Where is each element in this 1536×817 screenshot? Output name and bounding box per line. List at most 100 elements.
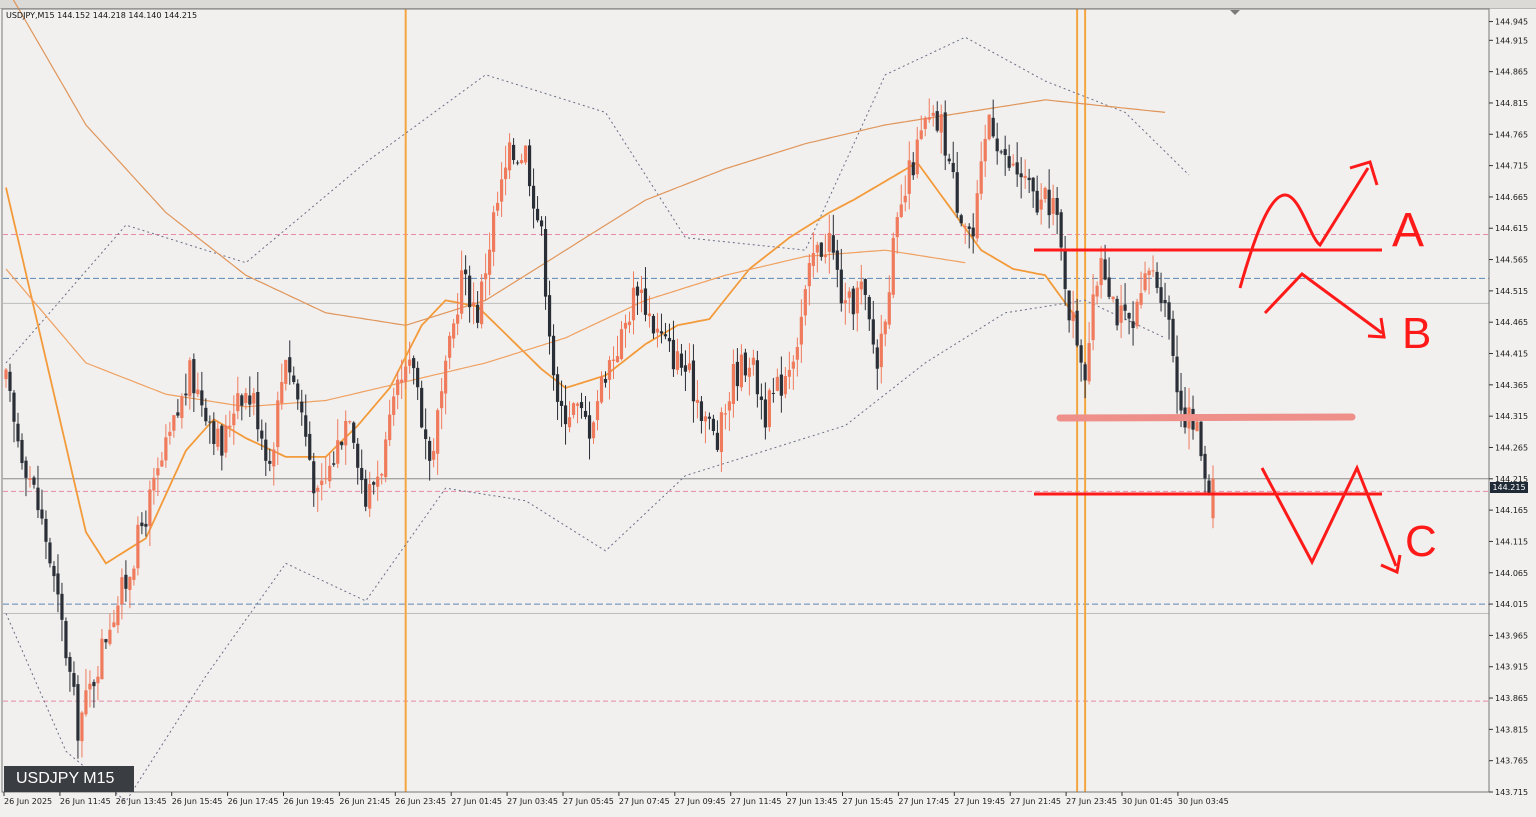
candle-body — [1139, 293, 1143, 305]
candle-body — [679, 353, 684, 368]
candle-body — [747, 367, 751, 377]
candle-body — [571, 403, 576, 415]
candle-body — [164, 437, 168, 461]
y-tick-label: 143.715 — [1495, 788, 1528, 797]
y-tick-label: 144.465 — [1495, 318, 1528, 327]
candle-body — [4, 369, 8, 380]
candle-body — [643, 288, 648, 315]
candle-body — [464, 269, 468, 275]
candle-body — [943, 112, 947, 156]
candle-body — [408, 359, 412, 366]
candle-body — [280, 381, 284, 404]
candle-body — [436, 410, 440, 454]
candle-body — [1211, 478, 1215, 519]
candle-body — [1035, 190, 1039, 213]
candle-body — [499, 179, 504, 202]
candle-body — [352, 422, 356, 443]
symbol-ohlc-info: USDJPY,M15 144.152 144.218 144.140 144.2… — [6, 11, 198, 20]
candle-body — [539, 220, 544, 227]
candle-body — [547, 295, 552, 337]
candle-body — [1151, 270, 1155, 272]
candle-body — [523, 145, 528, 163]
candle-body — [388, 414, 392, 441]
candle-body — [667, 337, 672, 342]
candles — [4, 98, 1215, 759]
x-tick-label: 26 Jun 13:45 — [116, 797, 167, 806]
candle-body — [276, 400, 280, 448]
candle-body — [975, 193, 979, 239]
y-tick-label: 144.615 — [1495, 224, 1528, 233]
candle-body — [1079, 345, 1083, 363]
candle-body — [428, 440, 432, 461]
x-tick-label: 27 Jun 19:45 — [954, 797, 1005, 806]
candle-body — [907, 160, 911, 194]
candle-body — [927, 117, 931, 120]
candle-body — [903, 195, 907, 203]
candle-body — [787, 369, 791, 377]
candle-body — [847, 291, 851, 298]
candle-body — [404, 366, 408, 382]
candle-body — [871, 319, 875, 345]
candle-body — [1095, 285, 1099, 297]
candle-body — [372, 482, 376, 485]
candle-body — [256, 391, 260, 430]
candle-body — [160, 460, 164, 467]
candle-body — [931, 112, 935, 116]
candle-body — [296, 383, 300, 400]
x-tick-label: 26 Jun 23:45 — [395, 797, 446, 806]
candle-body — [412, 358, 416, 369]
candle-body — [611, 359, 616, 361]
candle-body — [376, 476, 380, 487]
scenario-c-path — [1260, 464, 1398, 567]
axes: 144.945 144.915 144.865 144.815 144.765 144.7… — [1, 8, 1528, 806]
candle-body — [476, 304, 480, 323]
candle-body — [168, 431, 172, 436]
candle-body — [56, 573, 60, 595]
bollinger-bands — [5, 36, 1190, 803]
candle-body — [1159, 287, 1163, 303]
candle-body — [212, 421, 216, 445]
candle-body — [719, 412, 724, 453]
candle-body — [1115, 298, 1119, 326]
candle-body — [687, 363, 692, 370]
candle-body — [543, 229, 548, 297]
candle-body — [188, 360, 192, 397]
y-tick-label: 144.715 — [1495, 162, 1528, 171]
candle-body — [1023, 175, 1027, 179]
candle-body — [955, 172, 959, 213]
candle-body — [731, 363, 736, 405]
candle-body — [304, 415, 308, 437]
candle-body — [755, 360, 759, 395]
candle-body — [1007, 156, 1011, 168]
candle-body — [559, 400, 564, 406]
candle-body — [675, 351, 680, 371]
candle-body — [424, 429, 428, 440]
candle-body — [112, 622, 116, 627]
candle-body — [96, 676, 100, 684]
candle-body — [727, 401, 732, 411]
plot-frame — [1, 8, 1490, 793]
candle-body — [252, 392, 256, 404]
x-tick-label: 27 Jun 01:45 — [451, 797, 502, 806]
y-tick-label: 144.665 — [1495, 193, 1528, 202]
candle-body — [1167, 302, 1171, 320]
candle-body — [460, 270, 464, 314]
y-tick-label: 144.815 — [1495, 99, 1528, 108]
candle-body — [292, 375, 296, 383]
candle-body — [1031, 177, 1035, 192]
candle-body — [1179, 390, 1183, 411]
candle-body — [340, 441, 344, 446]
candle-body — [488, 249, 492, 275]
y-tick-label: 144.565 — [1495, 256, 1528, 265]
ma_long-line — [12, 0, 1166, 326]
candle-body — [691, 360, 696, 402]
candle-body — [579, 402, 584, 409]
x-tick-label: 26 Jun 17:45 — [228, 797, 279, 806]
y-tick-label: 144.215 — [1495, 475, 1528, 484]
candle-body — [1203, 453, 1207, 479]
candle-body — [831, 235, 835, 253]
candle-body — [1107, 277, 1111, 297]
candle-body — [763, 399, 767, 428]
candle-body — [44, 518, 48, 542]
